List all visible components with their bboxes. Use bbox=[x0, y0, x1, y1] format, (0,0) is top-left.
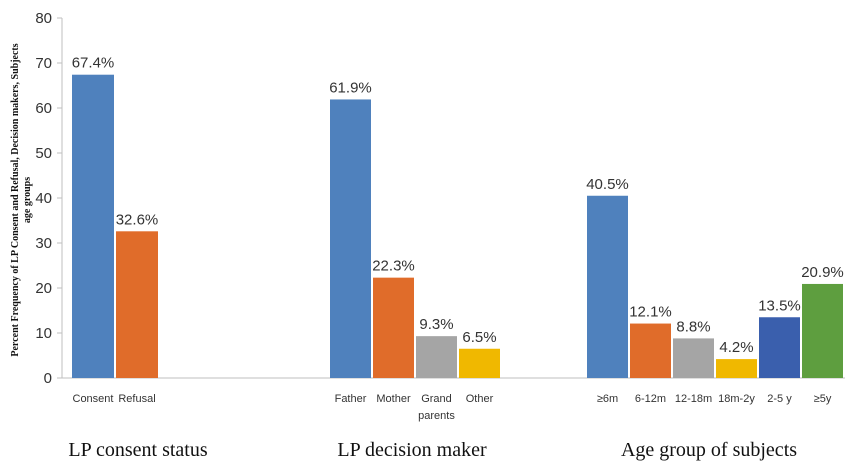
bar bbox=[416, 336, 457, 378]
category-label: 6-12m bbox=[635, 393, 666, 405]
data-label: 20.9% bbox=[801, 264, 844, 281]
data-label: 4.2% bbox=[719, 339, 753, 356]
data-label: 67.4% bbox=[72, 55, 115, 72]
category-label: Refusal bbox=[118, 393, 155, 405]
category-label: Mother bbox=[376, 393, 411, 405]
data-label: 13.5% bbox=[758, 297, 801, 314]
bar bbox=[330, 99, 371, 378]
category-label: 12-18m bbox=[675, 393, 712, 405]
y-tick-label: 70 bbox=[35, 55, 52, 72]
category-label: Grand bbox=[421, 393, 452, 405]
data-label: 61.9% bbox=[329, 79, 372, 96]
data-label: 32.6% bbox=[116, 211, 159, 228]
bar bbox=[459, 348, 500, 378]
y-tick-label: 40 bbox=[35, 190, 52, 207]
data-label: 9.3% bbox=[419, 316, 453, 333]
bar bbox=[759, 317, 800, 378]
data-label: 22.3% bbox=[372, 258, 415, 275]
y-tick-label: 60 bbox=[35, 100, 52, 117]
bar bbox=[373, 277, 414, 378]
y-axis-label: Percent Frequency of LP Consent and Refu… bbox=[10, 43, 33, 356]
bar bbox=[802, 283, 843, 378]
y-tick-label: 20 bbox=[35, 280, 52, 297]
y-tick-label: 10 bbox=[35, 325, 52, 342]
y-tick-label: 50 bbox=[35, 145, 52, 162]
data-label: 12.1% bbox=[629, 304, 672, 321]
group-title: LP consent status bbox=[68, 439, 207, 461]
category-label: Other bbox=[466, 393, 494, 405]
category-label: 2-5 y bbox=[767, 393, 792, 405]
category-label: Consent bbox=[73, 393, 114, 405]
data-label: 40.5% bbox=[586, 176, 629, 193]
bar bbox=[716, 359, 757, 378]
y-axis-label-line: Percent Frequency of LP Consent and Refu… bbox=[10, 43, 21, 356]
bar bbox=[72, 74, 114, 378]
category-label: parents bbox=[418, 410, 455, 422]
group-title: Age group of subjects bbox=[621, 439, 797, 461]
group-title: LP decision maker bbox=[337, 439, 487, 461]
y-tick-label: 30 bbox=[35, 235, 52, 252]
bar bbox=[673, 338, 714, 378]
y-tick-label: 0 bbox=[44, 370, 52, 387]
category-label: ≥5y bbox=[814, 393, 832, 405]
y-axis-label-line: age groups bbox=[22, 177, 33, 223]
data-label: 8.8% bbox=[676, 318, 710, 335]
data-label: 6.5% bbox=[462, 329, 496, 346]
y-tick-label: 80 bbox=[35, 10, 52, 27]
category-label: 18m-2y bbox=[718, 393, 755, 405]
category-label: Father bbox=[335, 393, 367, 405]
bar bbox=[630, 323, 671, 378]
category-label: ≥6m bbox=[597, 393, 618, 405]
bar bbox=[116, 231, 158, 378]
bar bbox=[587, 195, 628, 378]
